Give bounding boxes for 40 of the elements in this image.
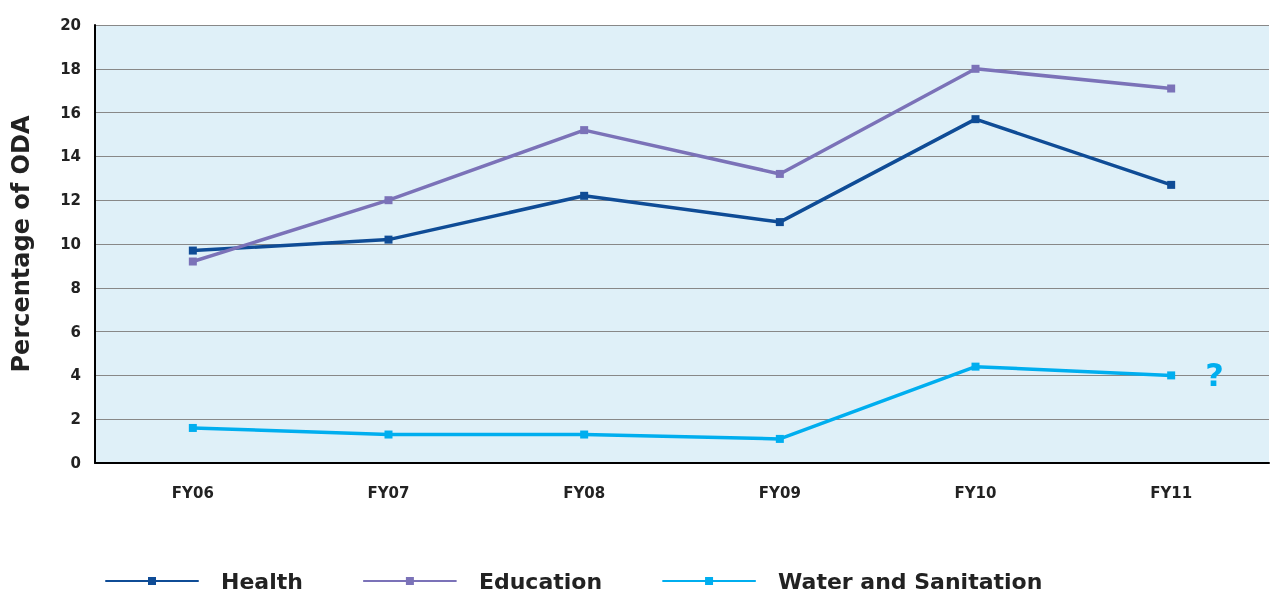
point [1167, 84, 1176, 93]
point [188, 246, 197, 255]
point [188, 257, 197, 266]
y-axis-title: Percentage of ODA [7, 115, 35, 373]
y-tick-label: 6 [70, 322, 81, 341]
y-tick-label: 0 [70, 454, 81, 472]
y-tick-label: 10 [60, 235, 81, 253]
point [775, 218, 784, 227]
point [775, 169, 784, 178]
point [1167, 371, 1176, 380]
point [580, 191, 589, 200]
point [188, 423, 197, 432]
point [971, 115, 980, 124]
point [580, 430, 589, 439]
y-tick-label: 4 [70, 366, 81, 385]
point [384, 235, 393, 244]
x-tick-label: FY10 [954, 483, 997, 502]
x-tick-label: FY11 [1150, 483, 1193, 502]
legend-label: Health [221, 568, 303, 594]
point [775, 434, 784, 443]
y-tick-label: 18 [60, 59, 81, 78]
x-tick-label: FY07 [367, 483, 410, 502]
y-tick-label: 14 [60, 147, 81, 166]
y-tick-label: 8 [70, 278, 81, 297]
point [971, 362, 980, 371]
annotation: ? [1205, 356, 1224, 395]
x-tick-label: FY06 [171, 483, 214, 502]
x-tick-label: FY08 [563, 483, 606, 502]
y-tick-label: 12 [60, 191, 81, 210]
point [384, 196, 393, 205]
y-tick-label: 20 [60, 16, 81, 34]
legend-label: Education [478, 568, 603, 594]
point [1167, 180, 1176, 189]
legend-label: Water and Sanitation [778, 568, 1043, 594]
y-tick-label: 2 [70, 410, 81, 429]
point [971, 64, 980, 73]
x-tick-label: FY09 [758, 483, 801, 502]
y-tick-label: 16 [60, 103, 81, 122]
point [580, 126, 589, 135]
point [384, 430, 393, 439]
